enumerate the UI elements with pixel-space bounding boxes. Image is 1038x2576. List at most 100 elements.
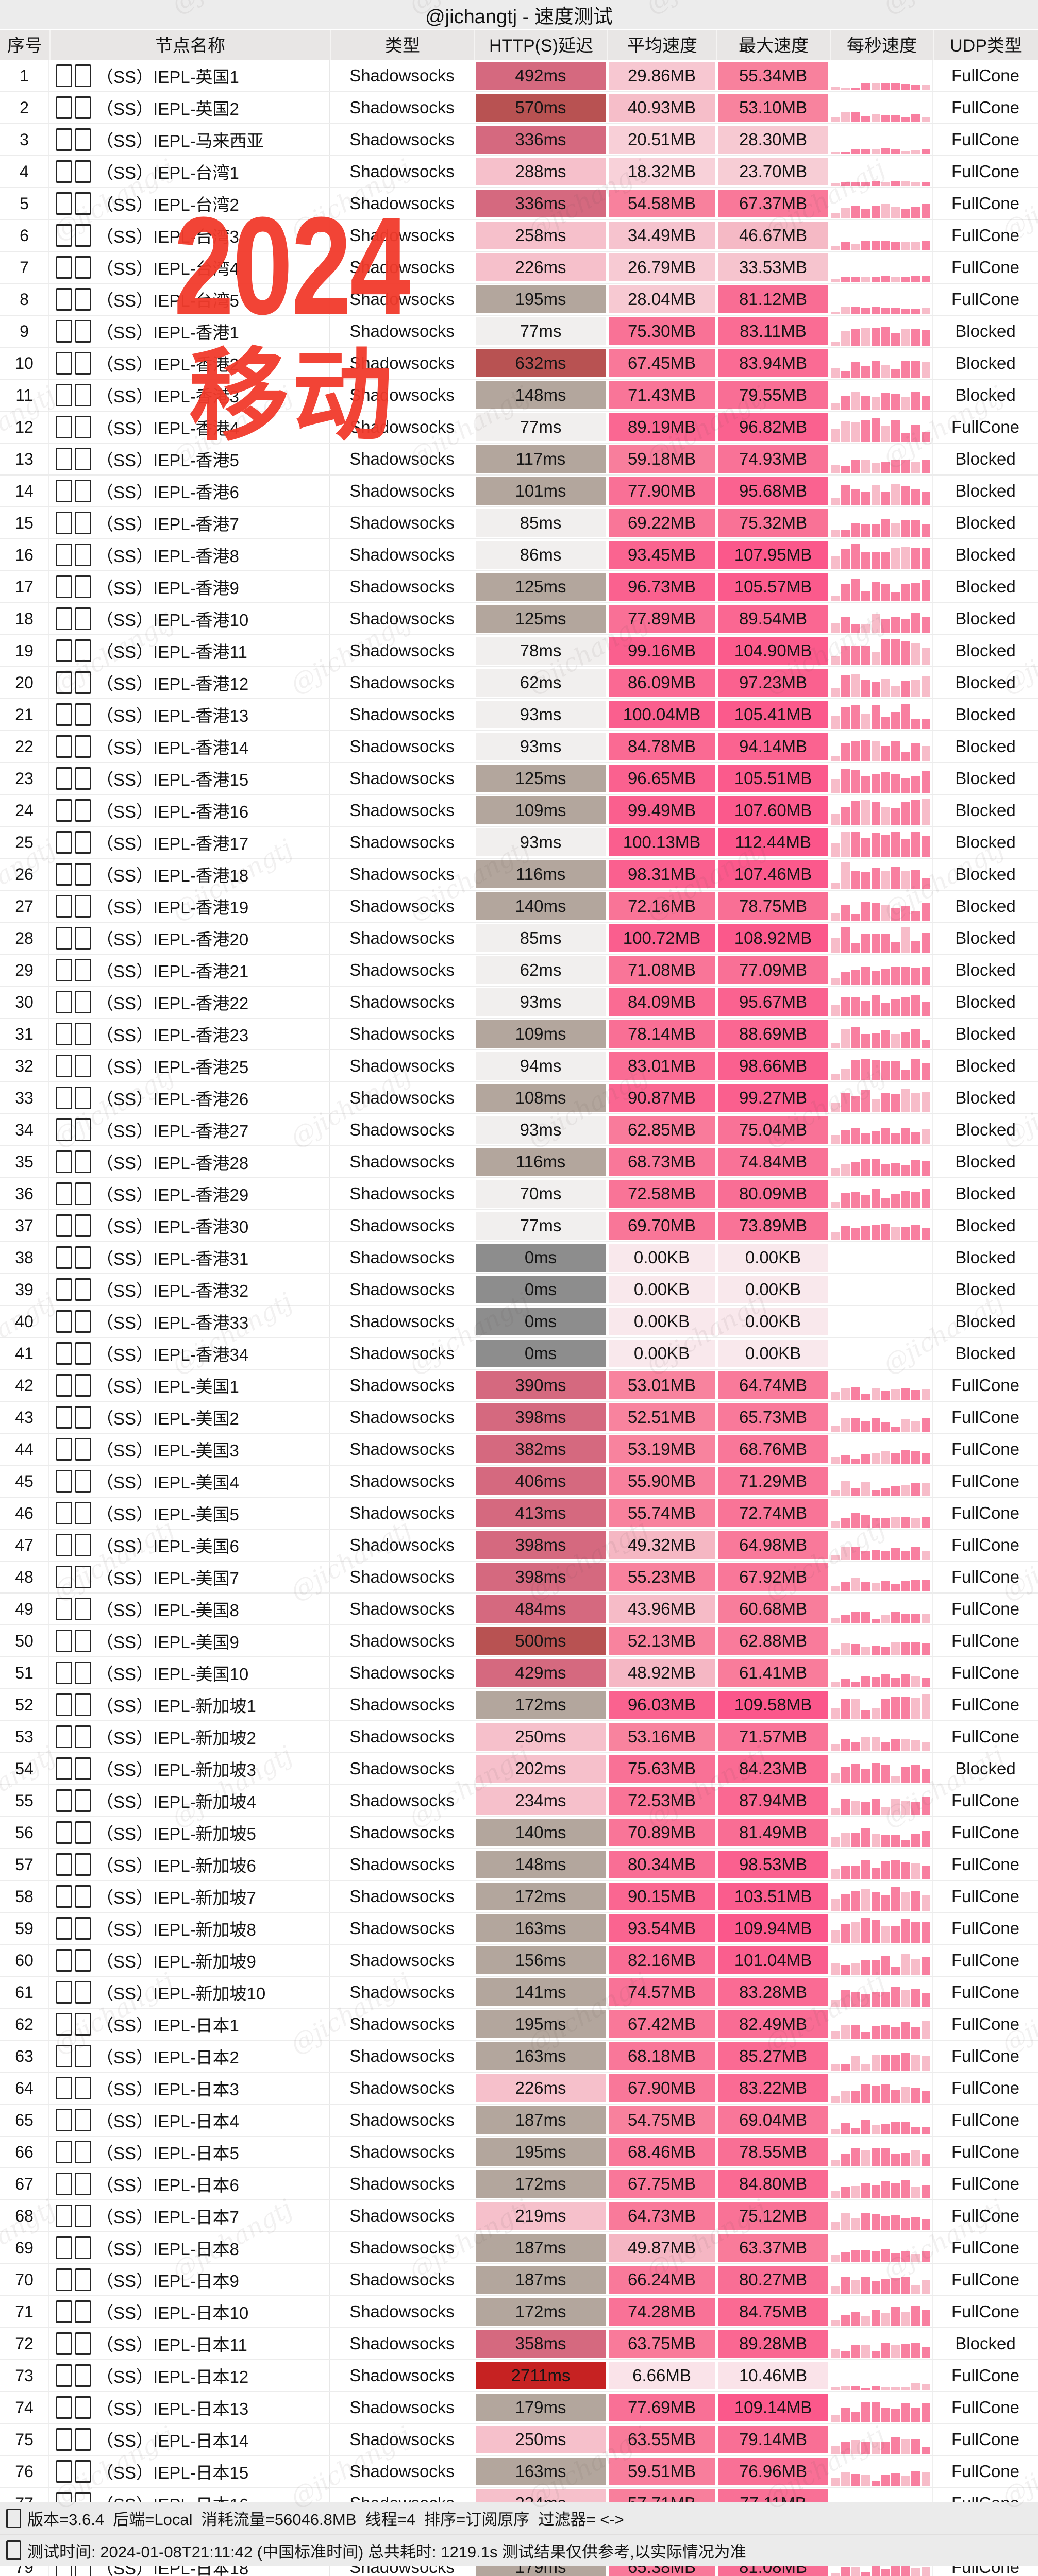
- udp-type-value: FullCone: [951, 2366, 1020, 2385]
- node-name: （SS）IEPL-日本8: [96, 2240, 239, 2259]
- udp-type-value: FullCone: [951, 194, 1020, 213]
- table-row: 20 （SS）IEPL-香港12 Shadowsocks 62ms 86.09M…: [0, 667, 1038, 699]
- udp-type-value: FullCone: [951, 1567, 1020, 1586]
- row-index: 57: [0, 1849, 49, 1880]
- max-speed-value: 72.74MB: [718, 1499, 828, 1527]
- latency-value: 101ms: [476, 477, 606, 505]
- footer: 版本=3.6.4 后端=Local 消耗流量=56046.8MB 线程=4 排序…: [0, 2502, 1038, 2566]
- max-speed-value: 107.46MB: [718, 860, 828, 888]
- table-row: 1 （SS）IEPL-英国1 Shadowsocks 492ms 29.86MB…: [0, 60, 1038, 92]
- max-speed-value: 73.89MB: [718, 1212, 828, 1240]
- avg-speed-cell: 99.49MB: [607, 795, 716, 826]
- latency-cell: 429ms: [474, 1657, 607, 1688]
- table-row: 75 （SS）IEPL-日本14 Shadowsocks 250ms 63.55…: [0, 2424, 1038, 2456]
- max-speed-cell: 87.94MB: [716, 1785, 830, 1816]
- per-second-sparkline-cell: [830, 156, 933, 187]
- row-index: 27: [0, 891, 49, 922]
- max-speed-value: 65.73MB: [718, 1403, 828, 1431]
- max-speed-value: 80.27MB: [718, 2266, 828, 2294]
- node-name: （SS）IEPL-香港28: [96, 1154, 249, 1173]
- max-speed-value: 104.90MB: [718, 637, 828, 665]
- row-index: 62: [0, 2009, 49, 2040]
- max-speed-value: 75.32MB: [718, 509, 828, 537]
- latency-value: 398ms: [476, 1403, 606, 1431]
- udp-type-value: FullCone: [951, 290, 1020, 309]
- max-speed-value: 76.96MB: [718, 2458, 828, 2485]
- node-type: Shadowsocks: [349, 66, 455, 85]
- latency-value: 77ms: [476, 317, 606, 345]
- row-index: 56: [0, 1817, 49, 1848]
- speed-sparkline-chart: [831, 157, 931, 186]
- latency-cell: 94ms: [474, 1050, 607, 1081]
- node-name-cell: （SS）IEPL-新加坡9: [49, 1945, 330, 1976]
- max-speed-cell: 84.80MB: [716, 2168, 830, 2199]
- flag-placeholder-icon: [56, 1949, 72, 1972]
- max-speed-cell: 76.96MB: [716, 2456, 830, 2487]
- max-speed-cell: 99.27MB: [716, 1082, 830, 1113]
- row-index: 5: [0, 188, 49, 219]
- row-index: 4: [0, 156, 49, 187]
- max-speed-value: 84.75MB: [718, 2298, 828, 2326]
- latency-cell: 484ms: [474, 1594, 607, 1624]
- flag-placeholder-icon: [75, 1310, 91, 1333]
- max-speed-cell: 95.67MB: [716, 987, 830, 1018]
- node-type: Shadowsocks: [349, 1951, 455, 1970]
- node-name-cell: （SS）IEPL-台湾2: [49, 188, 330, 219]
- node-name: （SS）IEPL-美国8: [96, 1601, 239, 1620]
- max-speed-value: 0.00KB: [718, 1276, 828, 1303]
- per-second-sparkline-cell: [830, 2232, 933, 2263]
- udp-type-value: Blocked: [955, 481, 1016, 500]
- speed-sparkline-chart: [831, 125, 931, 154]
- table-row: 64 （SS）IEPL-日本3 Shadowsocks 226ms 67.90M…: [0, 2073, 1038, 2105]
- speed-sparkline-chart: [831, 317, 931, 346]
- udp-type-value: FullCone: [951, 1631, 1020, 1650]
- node-name-cell: （SS）IEPL-美国1: [49, 1370, 330, 1401]
- per-second-sparkline-cell: [830, 891, 933, 922]
- node-name-cell: （SS）IEPL-英国1: [49, 60, 330, 91]
- node-name-cell: （SS）IEPL-日本4: [49, 2105, 330, 2136]
- flag-placeholder-icon: [75, 416, 91, 438]
- avg-speed-cell: 55.74MB: [607, 1498, 716, 1529]
- node-type: Shadowsocks: [349, 162, 455, 181]
- table-header: 序号 节点名称 类型 HTTP(S)延迟 平均速度 最大速度 每秒速度 UDP类…: [0, 30, 1038, 60]
- per-second-sparkline-cell: [830, 2328, 933, 2359]
- speed-sparkline-chart: [831, 1499, 931, 1528]
- max-speed-cell: 89.28MB: [716, 2328, 830, 2359]
- avg-speed-value: 100.04MB: [609, 701, 715, 728]
- speed-sparkline-chart: [831, 1690, 931, 1719]
- avg-speed-cell: 96.03MB: [607, 1689, 716, 1720]
- avg-speed-value: 49.87MB: [609, 2234, 715, 2262]
- node-type: Shadowsocks: [349, 2014, 455, 2033]
- avg-speed-cell: 84.09MB: [607, 987, 716, 1018]
- node-name: （SS）IEPL-日本11: [96, 2335, 247, 2354]
- udp-type-value: FullCone: [951, 2206, 1020, 2225]
- max-speed-cell: 109.94MB: [716, 1913, 830, 1944]
- latency-value: 570ms: [476, 94, 606, 122]
- avg-speed-value: 77.69MB: [609, 2394, 715, 2421]
- node-type: Shadowsocks: [349, 321, 455, 341]
- per-second-sparkline-cell: [830, 284, 933, 315]
- avg-speed-value: 72.16MB: [609, 892, 715, 920]
- table-row: 44 （SS）IEPL-美国3 Shadowsocks 382ms 53.19M…: [0, 1434, 1038, 1466]
- table-row: 52 （SS）IEPL-新加坡1 Shadowsocks 172ms 96.03…: [0, 1689, 1038, 1721]
- node-type: Shadowsocks: [349, 896, 455, 916]
- max-speed-cell: 79.14MB: [716, 2424, 830, 2455]
- row-index: 24: [0, 795, 49, 826]
- node-type: Shadowsocks: [349, 1312, 455, 1331]
- avg-speed-cell: 55.90MB: [607, 1466, 716, 1497]
- max-speed-value: 105.41MB: [718, 701, 828, 728]
- speed-sparkline-chart: [831, 764, 931, 793]
- avg-speed-cell: 43.96MB: [607, 1594, 716, 1624]
- max-speed-cell: 77.09MB: [716, 955, 830, 986]
- avg-speed-value: 80.34MB: [609, 1851, 715, 1878]
- table-row: 59 （SS）IEPL-新加坡8 Shadowsocks 163ms 93.54…: [0, 1913, 1038, 1945]
- node-type: Shadowsocks: [349, 1408, 455, 1427]
- latency-value: 163ms: [476, 2042, 606, 2070]
- latency-value: 390ms: [476, 1371, 606, 1399]
- node-name-cell: （SS）IEPL-美国4: [49, 1466, 330, 1497]
- max-speed-value: 98.53MB: [718, 1851, 828, 1878]
- avg-speed-cell: 52.51MB: [607, 1402, 716, 1433]
- latency-cell: 77ms: [474, 316, 607, 347]
- avg-speed-value: 96.03MB: [609, 1691, 715, 1719]
- speed-sparkline-chart: [831, 1914, 931, 1943]
